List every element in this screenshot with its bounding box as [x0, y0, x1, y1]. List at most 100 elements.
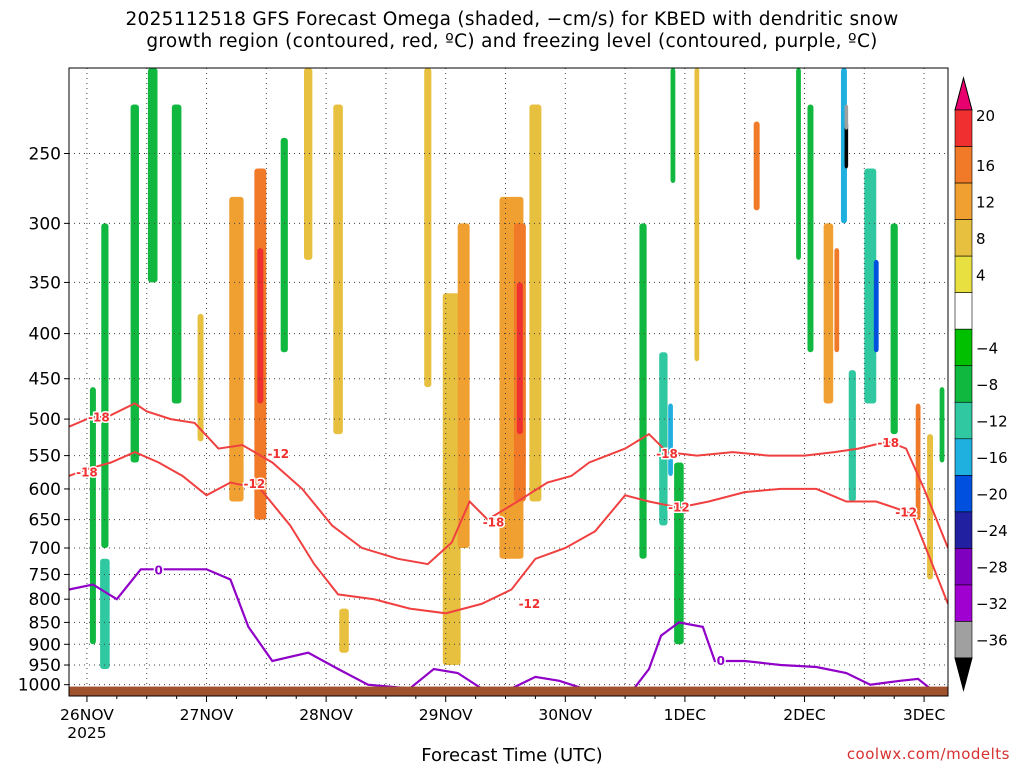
- x-tick-label: 27NOV: [180, 706, 234, 724]
- y-tick-label: 600: [29, 480, 61, 500]
- omega-cell: [457, 223, 470, 549]
- x-tick-label: 1DEC: [664, 706, 706, 724]
- omega-cell: [659, 352, 668, 526]
- colorbar-swatch: [954, 401, 973, 440]
- colorbar-label: −12: [976, 413, 1008, 431]
- y-tick-label: 400: [29, 325, 61, 345]
- contour-label-red: -12: [267, 447, 289, 461]
- y-tick-label: 550: [29, 447, 61, 467]
- colorbar-label: 8: [976, 230, 986, 248]
- chart-title-line2: growth region (contoured, red, ºC) and f…: [146, 31, 878, 52]
- colorbar-swatch: [954, 219, 973, 257]
- omega-cell: [339, 608, 349, 653]
- y-tick-label: 450: [29, 370, 61, 390]
- y-tick-label: 950: [29, 656, 61, 676]
- omega-cell: [529, 104, 542, 502]
- omega-cell: [130, 104, 139, 463]
- omega-cell: [516, 282, 523, 435]
- contour-label-red: -12: [895, 505, 917, 519]
- colorbar-label: −28: [976, 559, 1008, 577]
- contour-label-red: -18: [656, 447, 678, 461]
- omega-cell: [890, 223, 898, 435]
- x-tick-label: 2DEC: [783, 706, 825, 724]
- contour-label-purple: 0: [717, 654, 725, 668]
- x-tick-label: 28NOV: [299, 706, 353, 724]
- omega-cell: [927, 434, 934, 580]
- omega-cell: [844, 121, 849, 169]
- y-tick-label: 500: [29, 410, 61, 430]
- colorbar-label: 12: [976, 193, 995, 211]
- colorbar-bottom-arrow: [954, 657, 973, 692]
- y-tick-label: 250: [29, 144, 61, 164]
- omega-cell: [89, 387, 96, 645]
- colorbar-label: −32: [976, 595, 1008, 613]
- ground-terrain: [69, 686, 948, 696]
- colorbar-swatch: [954, 328, 973, 367]
- contour-label-red: -12: [244, 477, 266, 491]
- colorbar-swatch: [954, 292, 973, 330]
- colorbar-swatch: [954, 475, 973, 513]
- y-tick-label: 300: [29, 214, 61, 234]
- y-axis: 2503003504004505005506006507007508008509…: [18, 144, 69, 696]
- contours: [69, 402, 948, 694]
- colorbar-label: −36: [976, 632, 1008, 650]
- colorbar-swatch: [954, 511, 973, 549]
- y-tick-label: 900: [29, 635, 61, 655]
- contour-labels: -18 -12 -18 -12 -18 -12 -18 -12 -18 -12 0 0: [75, 409, 919, 669]
- omega-cell: [915, 403, 921, 520]
- colorbar-label: −20: [976, 486, 1008, 504]
- omega-cell: [333, 104, 343, 435]
- x-tick-label: 26NOV: [60, 706, 114, 724]
- omega-cell: [197, 313, 204, 442]
- x-axis: 26NOV 27NOV 28NOV 29NOV 30NOV 1DEC 2DEC 3DEC 202…: [60, 696, 945, 742]
- contour-label-red: -12: [519, 597, 541, 611]
- omega-cell: [668, 403, 673, 476]
- freezing-level-contour: [69, 568, 931, 694]
- plot-frame: [68, 67, 949, 697]
- omega-cell: [171, 104, 182, 404]
- colorbar-label: 4: [976, 266, 986, 284]
- colorbar-top-arrow: [954, 76, 973, 111]
- omega-cell: [280, 137, 288, 353]
- x-tick-label: 30NOV: [538, 706, 592, 724]
- omega-cell: [807, 104, 814, 353]
- y-tick-label: 800: [29, 590, 61, 610]
- omega-cell: [873, 259, 879, 353]
- dendritic-minus18-contour: [69, 402, 948, 566]
- omega-cell: [939, 387, 945, 463]
- colorbar-swatch: [954, 182, 973, 220]
- x-tick-label: 3DEC: [903, 706, 945, 724]
- colorbar-swatch: [954, 438, 973, 476]
- colorbar-swatch: [954, 146, 973, 184]
- omega-cell: [257, 248, 264, 404]
- y-tick-label: 350: [29, 273, 61, 293]
- omega-cell: [796, 68, 801, 260]
- omega-cell: [844, 104, 849, 130]
- chart-title-line1: 2025112518 GFS Forecast Omega (shaded, −…: [125, 9, 899, 30]
- contour-label-red: -18: [76, 466, 98, 480]
- omega-cell: [639, 223, 647, 559]
- contour-label-red: -18: [483, 516, 505, 530]
- omega-cell: [753, 121, 760, 211]
- credit-link[interactable]: coolwx.com/modelts: [846, 745, 1010, 763]
- colorbar-swatch: [954, 365, 973, 403]
- omega-cell: [670, 68, 676, 183]
- omega-shading: [89, 68, 945, 670]
- y-tick-label: 750: [29, 565, 61, 585]
- x-tick-label: 29NOV: [419, 706, 473, 724]
- y-tick-label: 1000: [18, 676, 61, 696]
- colorbar-swatch: [954, 548, 973, 586]
- colorbar-label: 16: [976, 157, 995, 175]
- colorbar-label: −16: [976, 449, 1008, 467]
- contour-label-purple: 0: [155, 563, 163, 577]
- colorbar: 20 16 12 8 4 −4 −8 −12 −16 −20 −24 −28 −32 −36: [954, 76, 1008, 692]
- contour-label-red: -18: [877, 436, 899, 450]
- colorbar-swatch: [954, 109, 973, 147]
- omega-cell: [864, 168, 877, 404]
- colorbar-swatch: [954, 255, 973, 293]
- colorbar-label: −24: [976, 522, 1008, 540]
- colorbar-label: −4: [976, 339, 998, 357]
- omega-cell: [147, 68, 158, 283]
- omega-cell: [229, 196, 244, 502]
